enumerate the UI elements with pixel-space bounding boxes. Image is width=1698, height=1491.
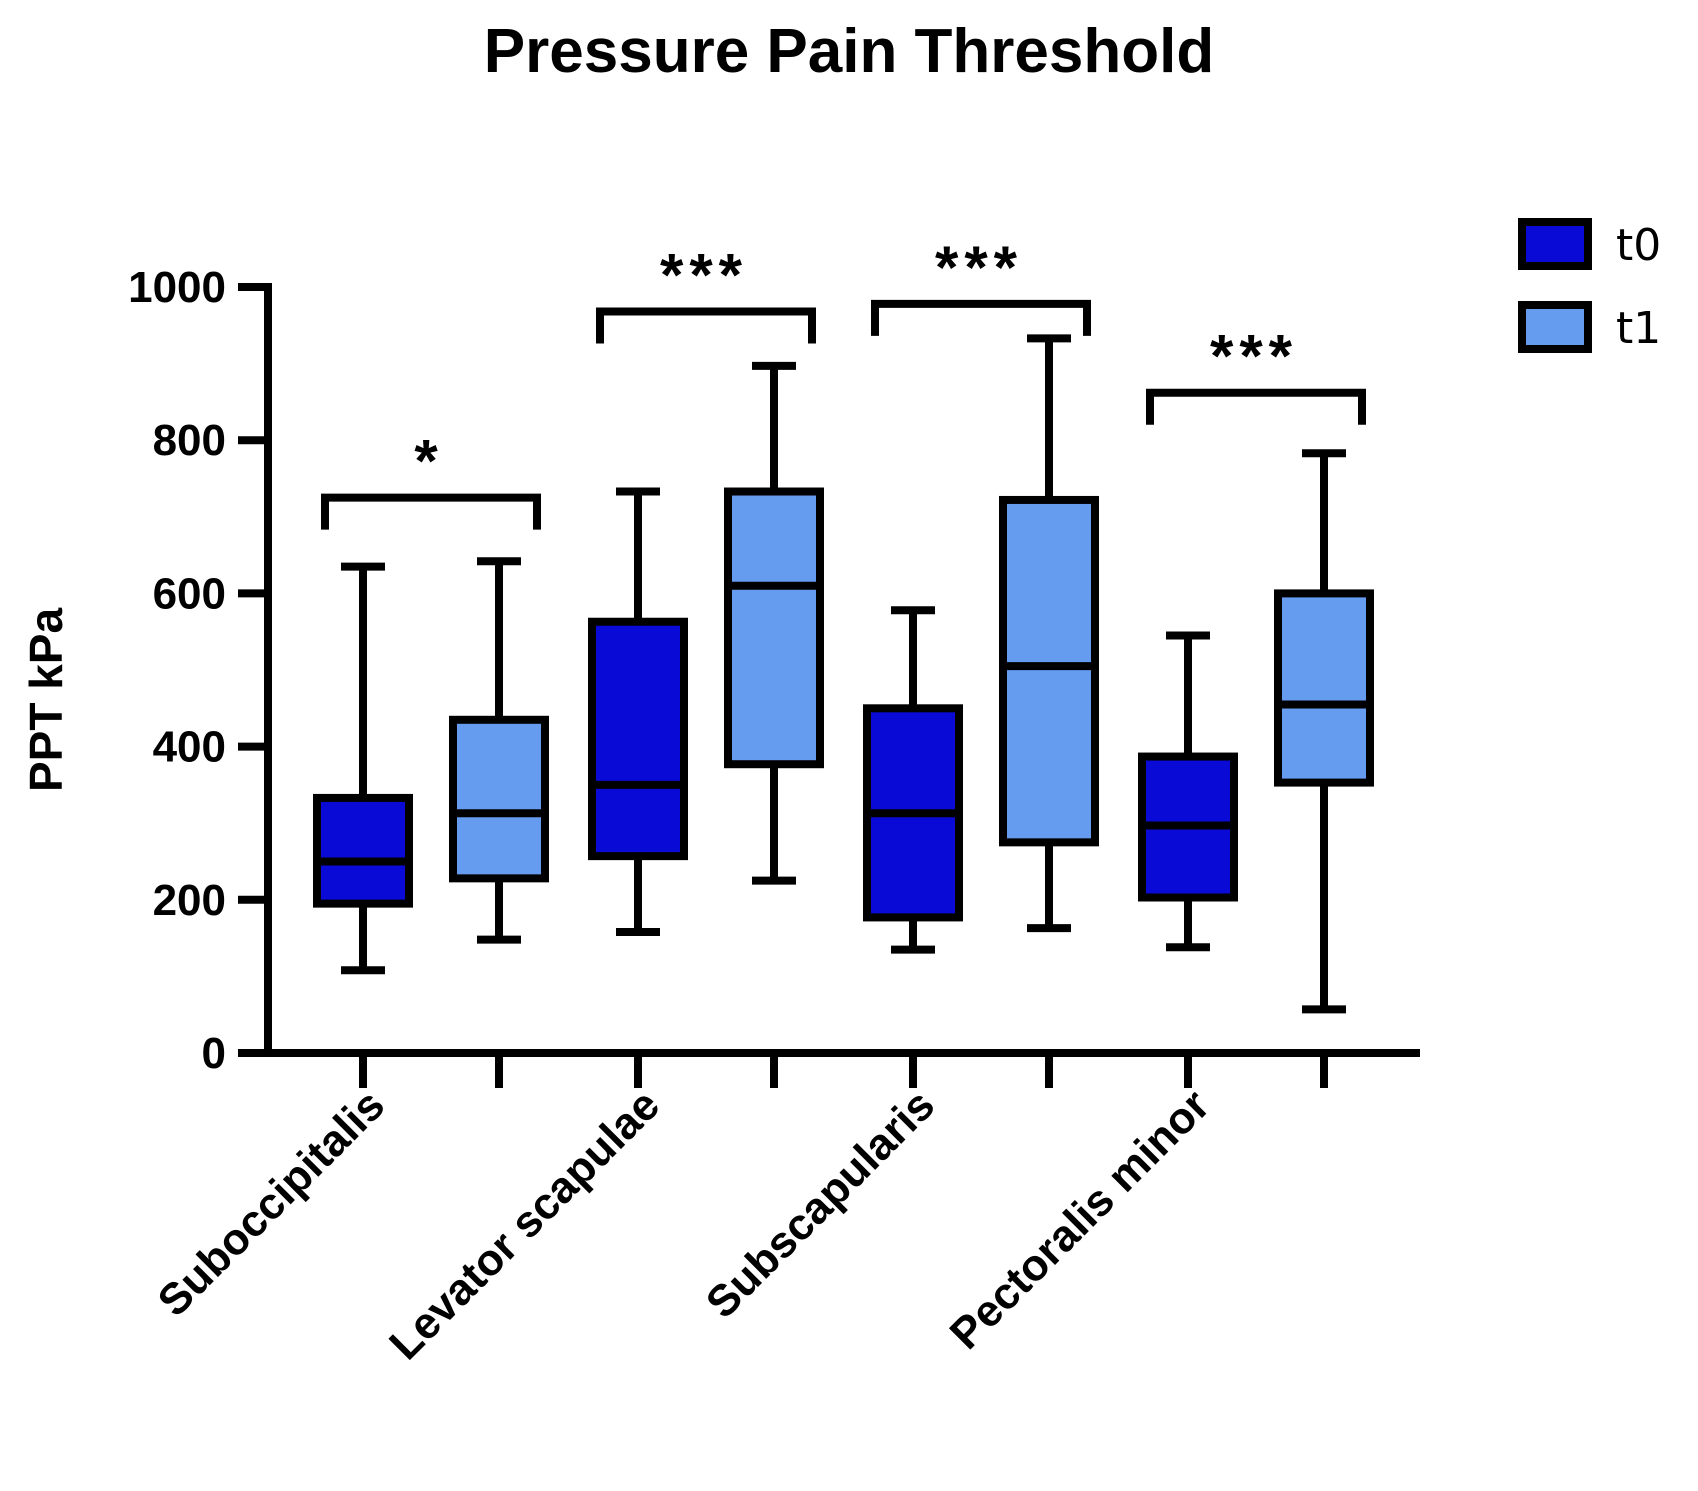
legend-label: t0: [1616, 220, 1661, 271]
box-t0-subscapularis: [863, 606, 963, 954]
y-tick-label: 200: [153, 876, 226, 925]
y-tick-label: 600: [153, 569, 226, 618]
y-tick-label: 0: [202, 1029, 226, 1078]
iqr-box: [313, 793, 413, 908]
y-tick-label: 800: [153, 416, 226, 465]
chart-title: Pressure Pain Threshold: [484, 17, 1214, 86]
iqr-box: [449, 715, 549, 883]
legend-swatch: [1518, 218, 1592, 270]
significance-label: ***: [1210, 323, 1298, 390]
iqr-box: [1274, 589, 1374, 787]
iqr-box: [999, 495, 1099, 847]
significance-bracket: ***: [871, 234, 1091, 336]
y-tick-label: 400: [153, 723, 226, 772]
iqr-box: [588, 617, 688, 861]
significance-label: *: [414, 428, 443, 495]
y-axis-label: PPT kPa: [20, 608, 72, 793]
bracket-line: [1146, 388, 1366, 425]
x-category-label: Suboccipitalis: [148, 1080, 394, 1326]
x-category-label: Subscapularis: [697, 1080, 944, 1327]
bracket-line: [321, 493, 541, 530]
significance-bracket: ***: [1146, 323, 1366, 425]
box-t1-levator-scapulae: [724, 361, 824, 885]
legend-swatch: [1518, 301, 1592, 353]
box-t1-suboccipitalis: [449, 557, 549, 944]
bracket-line: [871, 299, 1091, 336]
significance-label: ***: [935, 234, 1023, 301]
box-t1-subscapularis: [999, 334, 1099, 933]
box-t0-suboccipitalis: [313, 562, 413, 975]
significance-bracket: ***: [596, 242, 816, 344]
significance-label: ***: [660, 242, 748, 309]
box-t0-levator-scapulae: [588, 487, 688, 936]
chart-marks: **** ******: [313, 234, 1374, 1014]
bracket-line: [596, 307, 816, 344]
legend-entry-t1: t1: [1518, 301, 1661, 354]
x-category-label: Levator scapulae: [380, 1080, 669, 1369]
x-category-label: Pectoralis minor: [941, 1080, 1219, 1358]
legend: t0 t1: [1518, 218, 1661, 354]
y-tick-label: 1000: [128, 263, 226, 312]
iqr-box: [724, 487, 824, 769]
legend-entry-t0: t0: [1518, 218, 1661, 271]
box-t1-pectoralis-minor: [1274, 449, 1374, 1014]
box-t0-pectoralis-minor: [1138, 631, 1238, 952]
legend-label: t1: [1616, 303, 1661, 354]
significance-bracket: *: [321, 428, 541, 530]
